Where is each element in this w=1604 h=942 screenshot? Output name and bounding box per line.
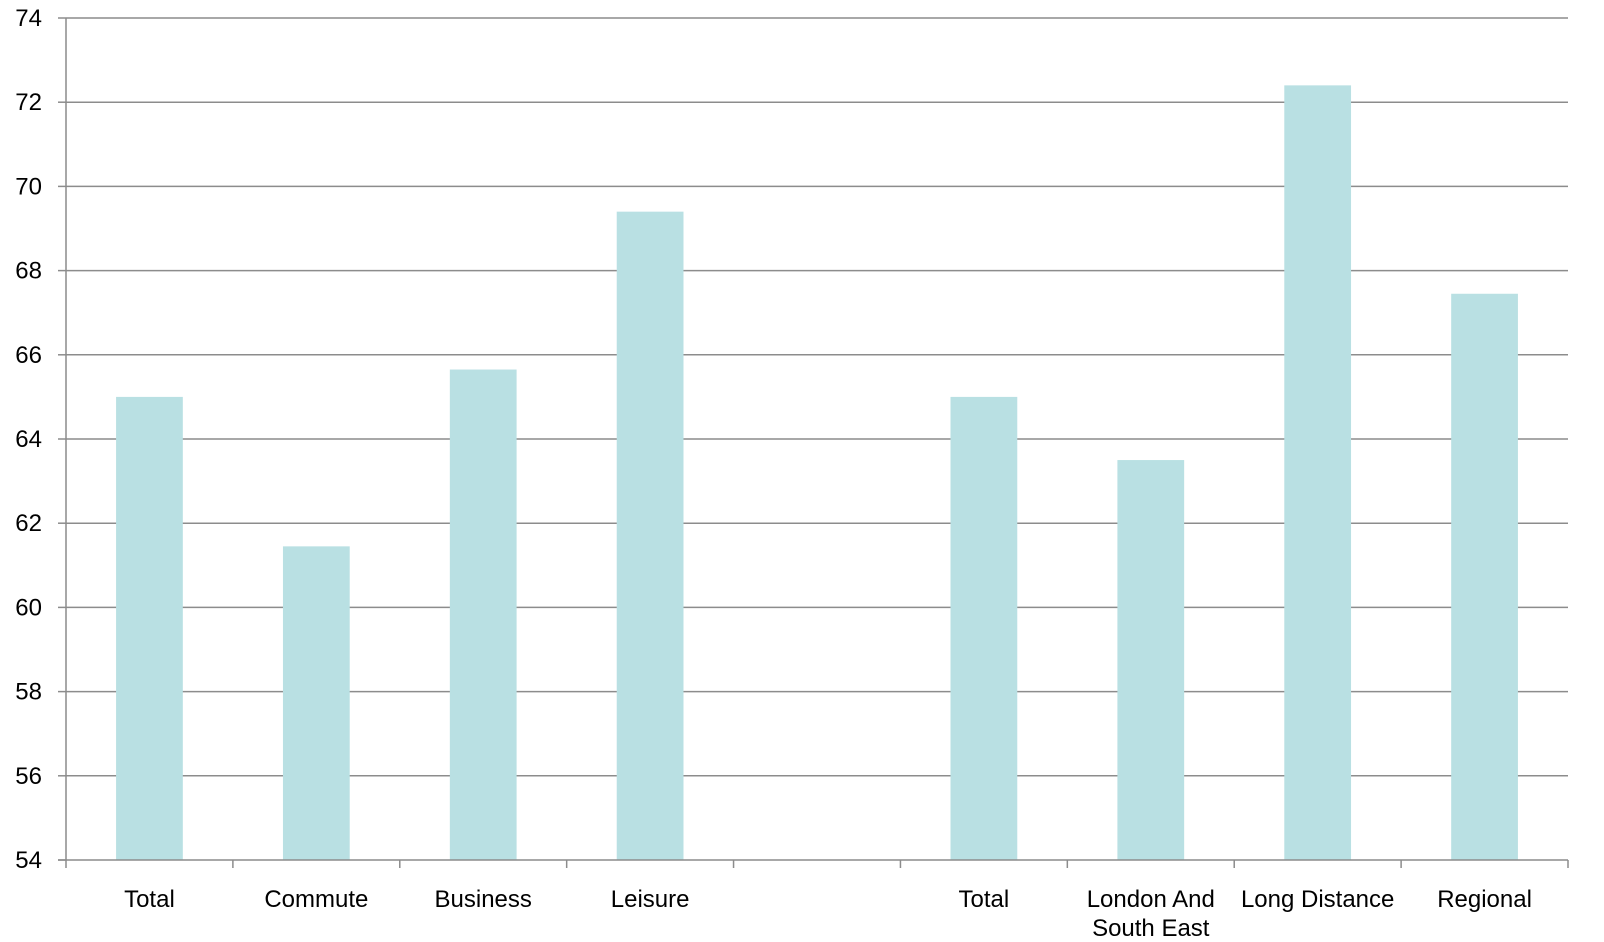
y-tick-label: 66 <box>15 342 42 369</box>
y-tick-label: 56 <box>15 763 42 790</box>
bar <box>449 369 517 860</box>
x-tick-labels: Total Commute Business Leisure Total London A… <box>124 886 1532 942</box>
x-tick-label: Regional <box>1437 886 1532 913</box>
x-tick-label: Total <box>124 886 175 913</box>
y-tick-label: 72 <box>15 89 42 116</box>
x-tick-label-line: Commute <box>264 886 368 913</box>
x-tick-label-line: Regional <box>1437 886 1532 913</box>
y-tick-labels: 54 56 58 60 62 64 66 68 70 72 74 <box>15 5 42 874</box>
bar <box>616 211 684 860</box>
y-tick-label: 74 <box>15 5 42 32</box>
bar <box>116 396 183 860</box>
bars <box>116 85 1518 861</box>
y-tick-label: 70 <box>15 173 42 200</box>
x-tick-label: Commute <box>264 886 368 913</box>
x-tick-label-line: Long Distance <box>1241 886 1394 913</box>
bar <box>950 396 1018 860</box>
y-tick-label: 64 <box>15 426 42 453</box>
axes <box>58 17 1569 868</box>
bar <box>1117 460 1185 860</box>
x-tick-label-line: Business <box>435 886 532 913</box>
x-tick-label-line: South East <box>1092 915 1210 942</box>
x-tick-label: Leisure <box>611 886 690 913</box>
x-tick-label-line: Leisure <box>611 886 690 913</box>
bar <box>1284 85 1352 861</box>
y-tick-label: 62 <box>15 510 42 537</box>
x-tick-label-line: Total <box>124 886 175 913</box>
y-tick-label: 58 <box>15 679 42 706</box>
y-tick-label: 60 <box>15 594 42 621</box>
bar <box>282 546 350 860</box>
x-tick-label-line: London And <box>1087 886 1215 913</box>
y-tick-label: 54 <box>15 847 42 874</box>
x-tick-label: Total <box>959 886 1010 913</box>
x-tick-label-line: Total <box>959 886 1010 913</box>
bar <box>1451 293 1518 860</box>
x-tick-label: London And South East <box>1087 886 1215 942</box>
x-tick-label: Business <box>435 886 532 913</box>
y-tick-label: 68 <box>15 258 42 285</box>
x-tick-label: Long Distance <box>1241 886 1394 913</box>
